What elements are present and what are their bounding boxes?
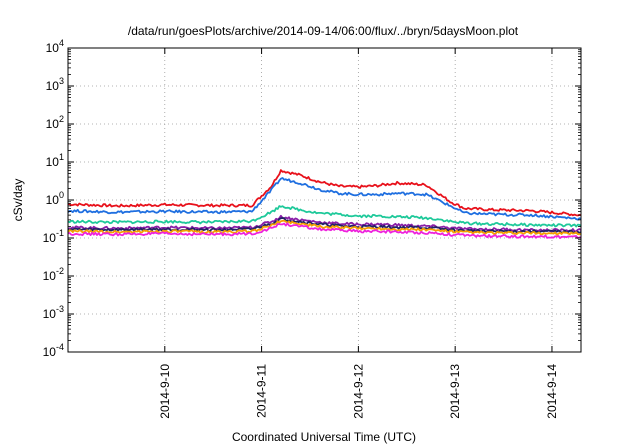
x-tick-labels: 2014-9-10 2014-9-11 2014-9-12 2014-9-13 2014…	[158, 364, 559, 419]
y-tick-labels: 10-4 10-3 10-2 10-1 100 101 102 103 104	[43, 38, 64, 359]
series-line	[67, 219, 582, 236]
y-tick-label: 10-2	[43, 266, 64, 283]
x-axis-label: Coordinated Universal Time (UTC)	[232, 430, 416, 444]
grid-lines	[68, 48, 581, 352]
y-tick-label: 103	[46, 76, 64, 93]
x-tick-label: 2014-9-12	[351, 364, 365, 419]
x-tick-label: 2014-9-14	[545, 364, 559, 419]
axis-ticks	[68, 47, 581, 353]
series-lines	[67, 169, 582, 239]
series-line	[67, 177, 582, 221]
series-line	[67, 217, 582, 234]
series-line	[67, 169, 582, 217]
x-tick-label: 2014-9-11	[255, 364, 269, 418]
x-tick-label: 2014-9-13	[448, 364, 462, 419]
series-line	[67, 205, 582, 228]
y-axis-label: cSv/day	[11, 179, 25, 222]
series-line	[67, 222, 582, 239]
y-tick-label: 104	[46, 38, 64, 55]
y-tick-label: 10-1	[43, 228, 64, 245]
y-tick-label: 102	[46, 114, 64, 131]
y-tick-label: 100	[46, 190, 64, 207]
chart-title: /data/run/goesPlots/archive/2014-09-14/0…	[128, 24, 519, 38]
x-tick-label: 2014-9-10	[158, 364, 172, 419]
y-tick-label: 10-4	[43, 342, 64, 359]
y-tick-label: 101	[46, 152, 64, 169]
y-tick-label: 10-3	[43, 304, 64, 321]
